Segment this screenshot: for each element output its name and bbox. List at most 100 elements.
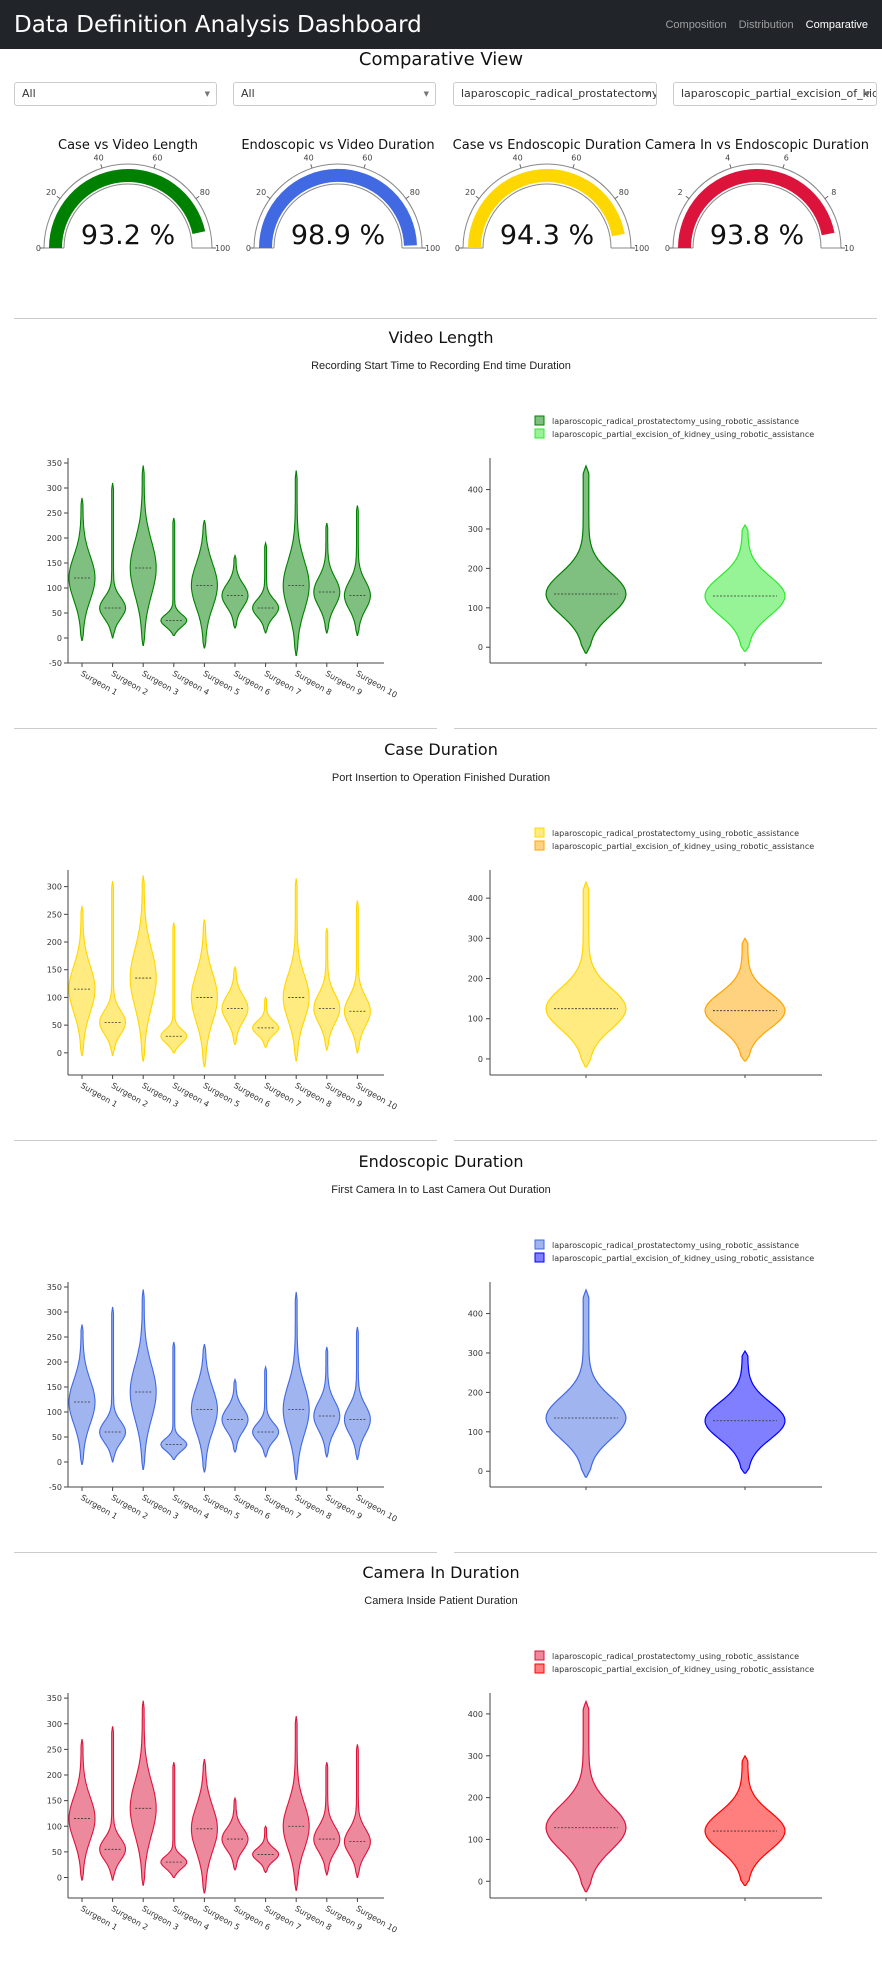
nav-link-composition[interactable]: Composition (665, 18, 727, 31)
legend-swatch (534, 827, 545, 838)
y-tick-label: 300 (468, 1752, 483, 1761)
violin-surgeon-5 (190, 1759, 218, 1894)
gauge-value-label: 94.3 % (500, 220, 594, 251)
violin-surgeon-3 (129, 465, 157, 647)
gauge-tick-label: 0 (665, 244, 670, 253)
violin-procedure-1 (545, 880, 627, 1068)
section-subtitle-camera-in-duration: Camera Inside Patient Duration (364, 1595, 518, 1607)
filter-dropdown-1[interactable]: All ▼ (14, 82, 217, 106)
filter-dropdown-3[interactable]: laparoscopic_radical_prostatectomy... ▼ (453, 82, 657, 106)
section-subtitle-endoscopic-duration: First Camera In to Last Camera Out Durat… (331, 1184, 551, 1196)
filter-dropdown-2-value: All (241, 87, 255, 100)
legend-swatch (534, 1650, 545, 1661)
filter-dropdown-3-value: laparoscopic_radical_prostatectomy... (461, 87, 657, 100)
violin-procedure-2 (704, 937, 786, 1062)
violin-surgeon-1 (68, 1739, 96, 1881)
gauge-tick (56, 195, 61, 200)
filter-dropdown-1-value: All (22, 87, 36, 100)
violin-surgeon-6 (221, 966, 249, 1046)
gauge-frame (692, 183, 822, 249)
violin-surgeon-2 (99, 482, 127, 639)
violin-surgeon-1 (68, 1324, 96, 1466)
gauge-value-arc (468, 169, 625, 249)
y-tick-label: 0 (57, 634, 62, 643)
y-tick-label: 400 (468, 486, 483, 495)
violin-surgeon-7 (252, 1825, 280, 1873)
violin-surgeon-9 (313, 1762, 341, 1876)
y-tick-label: 100 (47, 584, 62, 593)
violin-surgeon-7 (252, 996, 280, 1048)
gauge-tick-label: 80 (200, 188, 210, 197)
gauge-value-label: 98.9 % (291, 220, 385, 251)
gauge-tick-label: 60 (152, 154, 162, 163)
gauge-value-arc (49, 169, 206, 249)
gauge-tick-label: 80 (410, 188, 420, 197)
gauge-tick-label: 40 (304, 154, 314, 163)
section-title-case-duration: Case Duration (384, 740, 498, 759)
gauge-tick-label: 60 (362, 154, 372, 163)
y-tick-label: 50 (52, 609, 62, 618)
y-tick-label: 300 (468, 525, 483, 534)
gauge-tick (310, 164, 313, 169)
gauge-title: Endoscopic vs Video Duration (241, 138, 434, 153)
gauge-frame (462, 163, 632, 249)
gauge-value-arc (678, 169, 835, 249)
gauge-tick-label: 40 (513, 154, 523, 163)
y-tick-label: 150 (47, 1797, 62, 1806)
y-tick-label: 350 (47, 1283, 62, 1292)
violin-surgeon-10 (343, 1744, 371, 1879)
legend-swatch (534, 1252, 545, 1263)
y-tick-label: 300 (468, 934, 483, 943)
y-tick-label: 0 (478, 1877, 483, 1886)
y-tick-label: 250 (47, 509, 62, 518)
violin-surgeon-7 (252, 540, 280, 634)
gauge-tick-label: 60 (571, 154, 581, 163)
x-tick-label: Surgeon 10 (354, 1904, 398, 1935)
y-tick-label: 100 (468, 1835, 483, 1844)
gauge-tick (405, 195, 410, 200)
y-tick-label: 300 (47, 1720, 62, 1729)
y-tick-label: 100 (47, 1408, 62, 1417)
gauge-tick (824, 195, 829, 200)
gauge-tick-label: 0 (246, 244, 251, 253)
legend-label: laparoscopic_radical_prostatectomy_using… (552, 1241, 799, 1250)
chevron-down-icon: ▼ (644, 90, 650, 98)
nav-link-distribution[interactable]: Distribution (738, 18, 794, 31)
violin-surgeon-9 (313, 522, 341, 634)
violin-procedure-1 (545, 1288, 627, 1478)
app-title: Data Definition Analysis Dashboard (14, 11, 422, 38)
legend-label: laparoscopic_radical_prostatectomy_using… (552, 417, 799, 426)
violin-surgeon-4 (160, 1762, 188, 1879)
gauge-tick (363, 164, 366, 169)
violin-surgeon-10 (343, 1326, 371, 1461)
nav-link-comparative[interactable]: Comparative (805, 18, 868, 31)
y-tick-label: 400 (468, 1310, 483, 1319)
gauge-tick-label: 100 (425, 244, 440, 253)
chevron-down-icon: ▼ (423, 90, 429, 98)
gauge-tick-label: 100 (634, 244, 649, 253)
y-tick-label: 50 (52, 1848, 62, 1857)
gauge-tick (153, 164, 156, 169)
divider (14, 1140, 437, 1141)
y-tick-label: 0 (478, 643, 483, 652)
x-tick-label: Surgeon 10 (354, 1493, 398, 1524)
y-tick-label: 0 (57, 1458, 62, 1467)
violin-surgeon-3 (129, 1289, 157, 1471)
gauge-frame (273, 183, 403, 249)
y-tick-label: 200 (468, 564, 483, 573)
y-tick-label: 200 (47, 938, 62, 947)
y-tick-label: 100 (47, 1822, 62, 1831)
filter-dropdown-2[interactable]: All ▼ (233, 82, 436, 106)
violin-procedure-2 (704, 523, 786, 652)
divider (14, 318, 877, 319)
y-tick-label: 150 (47, 559, 62, 568)
violin-surgeon-10 (343, 900, 371, 1054)
y-tick-label: 50 (52, 1433, 62, 1442)
divider (454, 1140, 877, 1141)
filter-dropdown-4[interactable]: laparoscopic_partial_excision_of_kid... ▼ (673, 82, 877, 106)
gauge-frame (43, 163, 213, 249)
y-tick-label: 300 (47, 1308, 62, 1317)
